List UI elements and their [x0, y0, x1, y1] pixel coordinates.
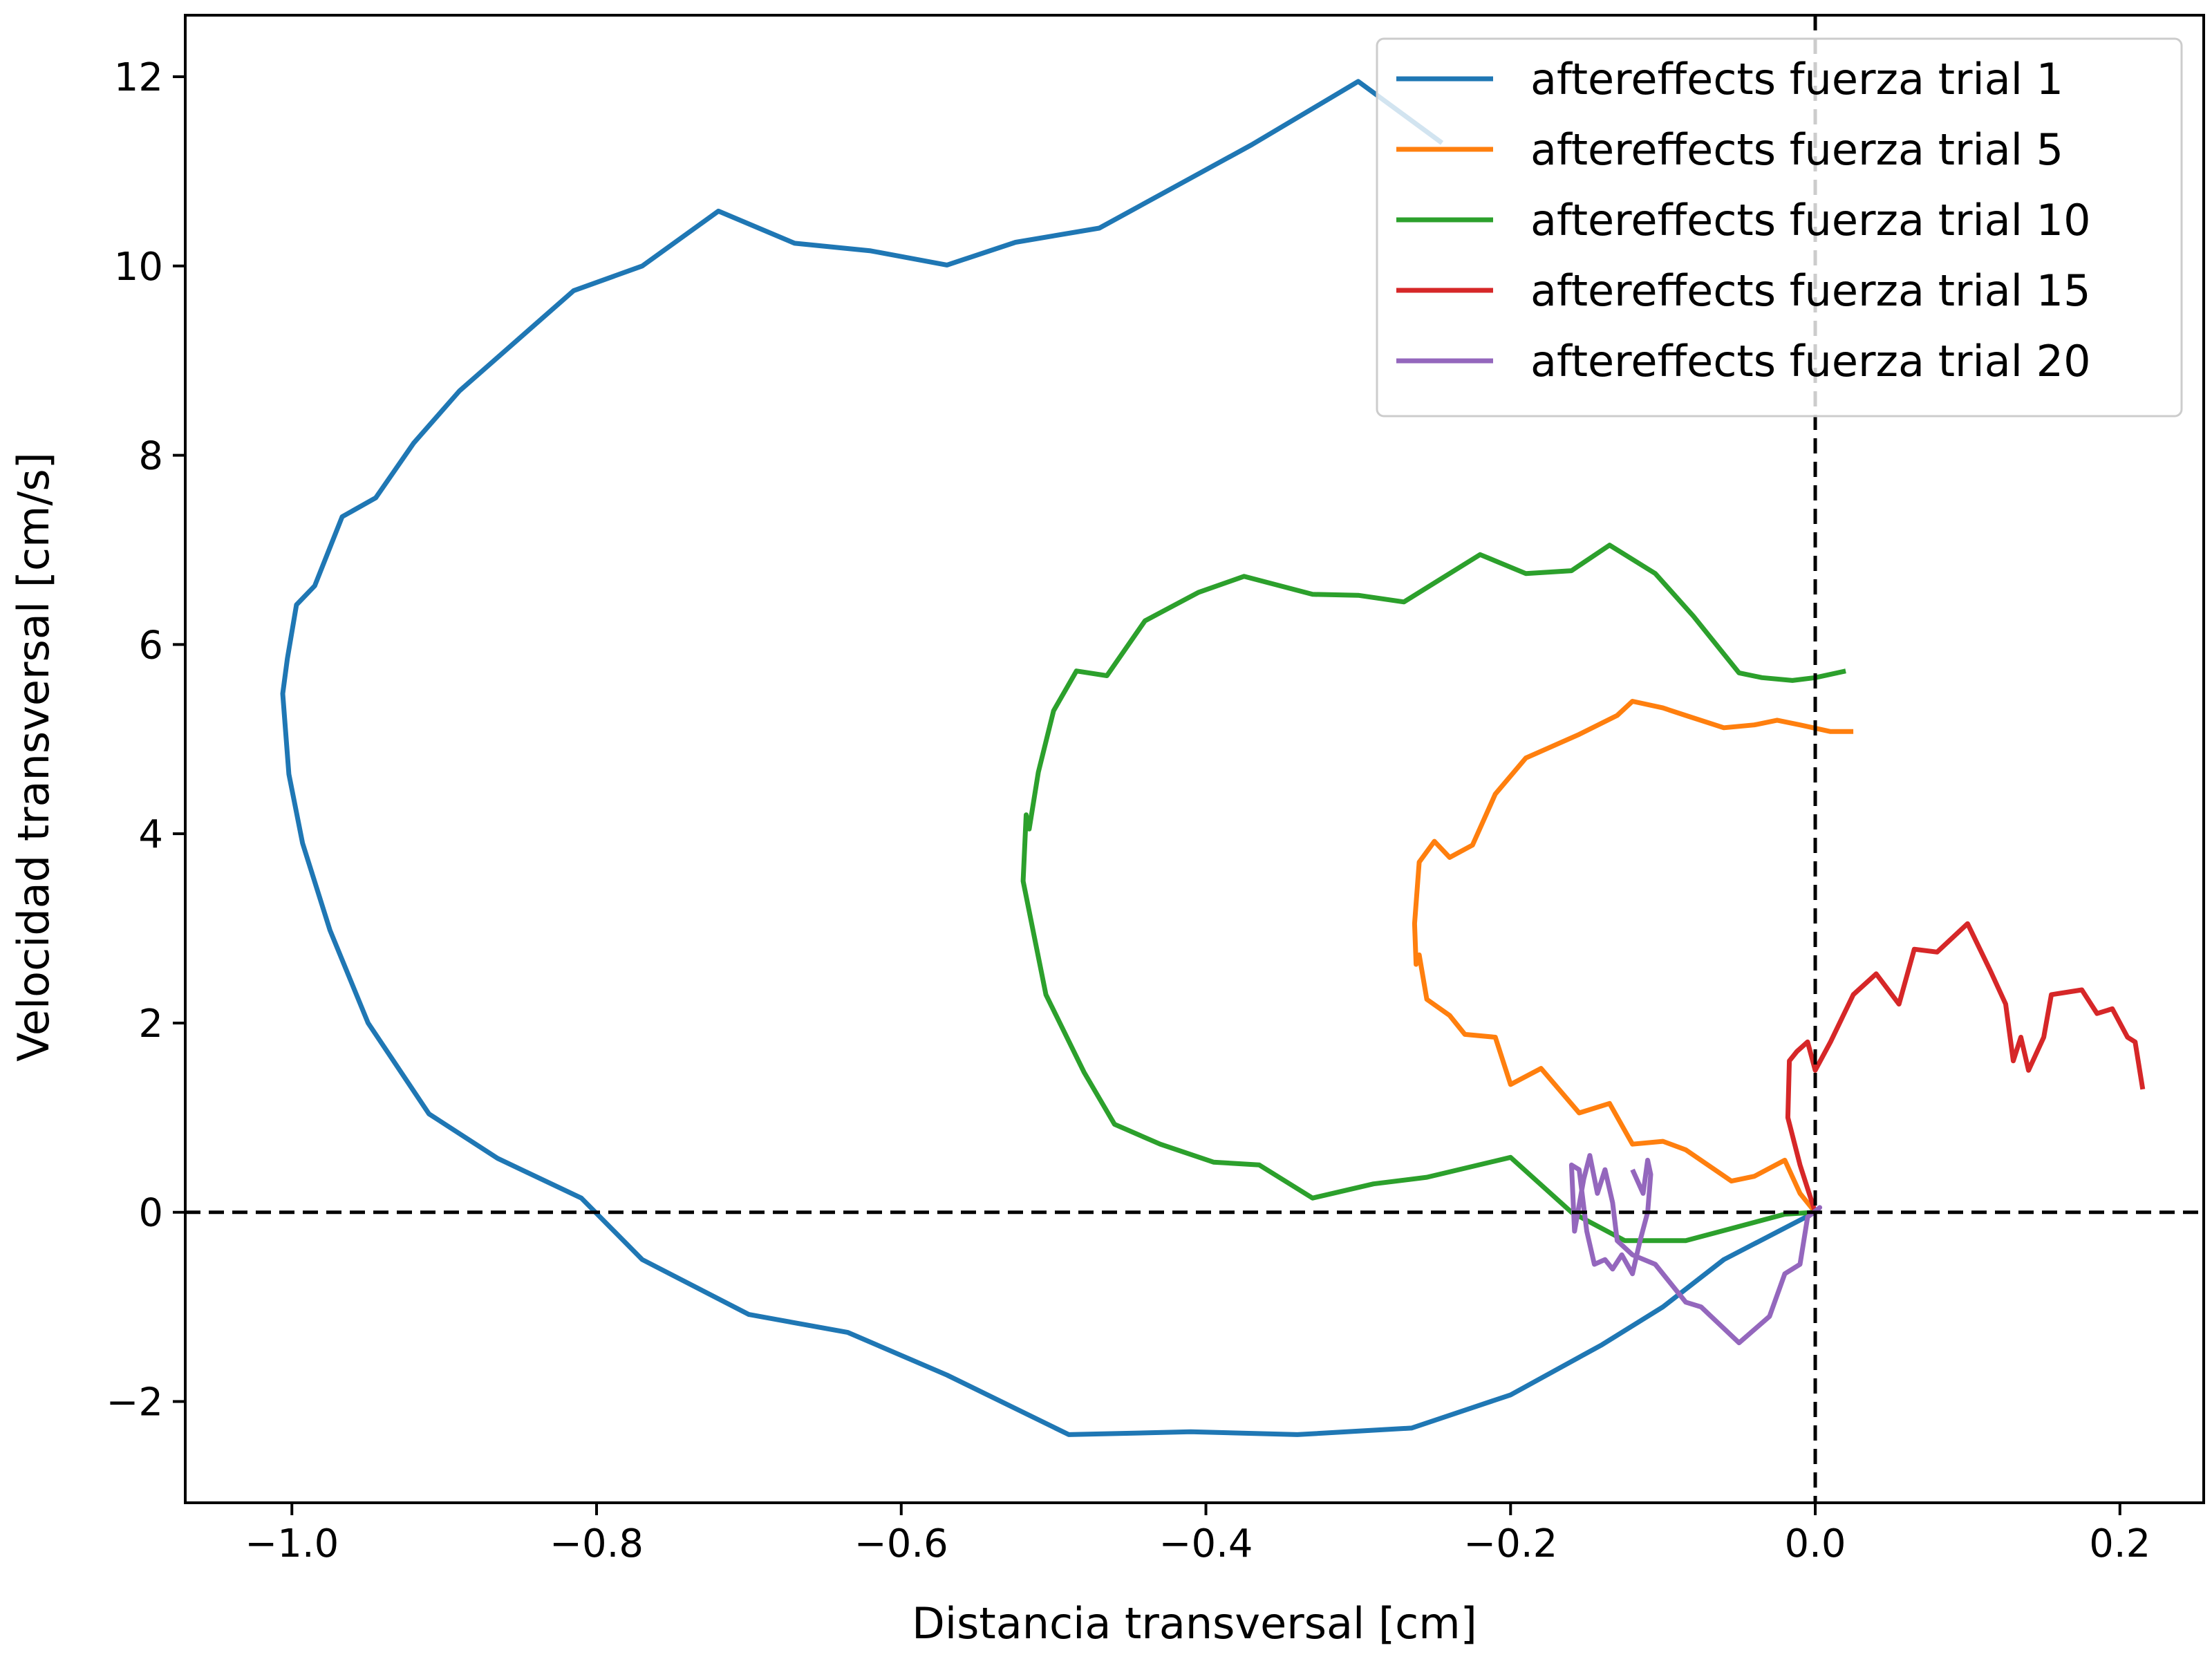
x-tick-label: 0.0 [1785, 1521, 1846, 1566]
x-tick-label: −0.6 [854, 1521, 948, 1566]
legend-label-4: aftereffects fuerza trial 15 [1530, 265, 2091, 316]
legend-label-3: aftereffects fuerza trial 10 [1530, 195, 2091, 245]
series-line-1 [280, 79, 1817, 1437]
legend-label-2: aftereffects fuerza trial 5 [1530, 124, 2063, 175]
y-tick-label: 0 [138, 1191, 163, 1236]
x-axis-label: Distancia transversal [cm] [912, 1598, 1477, 1649]
series-line-2 [1412, 699, 1854, 1214]
x-tick-label: −0.4 [1159, 1521, 1253, 1566]
series-line-4 [1785, 921, 2146, 1213]
legend-box [1376, 37, 2183, 418]
series-line-5 [1568, 1153, 1823, 1346]
legend-label-5: aftereffects fuerza trial 20 [1530, 336, 2091, 386]
plot-frame [184, 14, 2205, 1504]
y-tick-label: 2 [138, 1002, 163, 1047]
y-tick-label: 12 [114, 55, 163, 100]
y-tick-label: 8 [138, 434, 163, 479]
y-axis-label: Velocidad transversal [cm/s] [8, 452, 59, 1062]
axes: −1.0 −0.8 −0.6 −0.4 −0.2 0.0 0.2 −2 0 2 4 6 8 10 12 [106, 14, 2205, 1566]
y-tick-label: 4 [138, 812, 163, 857]
plot-area [280, 79, 2146, 1437]
x-tick-label: −0.2 [1463, 1521, 1557, 1566]
y-tick-label: 10 [114, 245, 163, 290]
x-tick-label: 0.2 [2089, 1521, 2150, 1566]
x-tick-label: −1.0 [245, 1521, 339, 1566]
legend: aftereffects fuerza trial 1 aftereffects … [1376, 37, 2183, 418]
y-tick-label: 6 [138, 623, 163, 668]
series-line-3 [1020, 543, 1846, 1244]
x-tick-label: −0.8 [550, 1521, 644, 1566]
y-tick-label: −2 [106, 1380, 163, 1425]
legend-label-1: aftereffects fuerza trial 1 [1530, 54, 2063, 104]
